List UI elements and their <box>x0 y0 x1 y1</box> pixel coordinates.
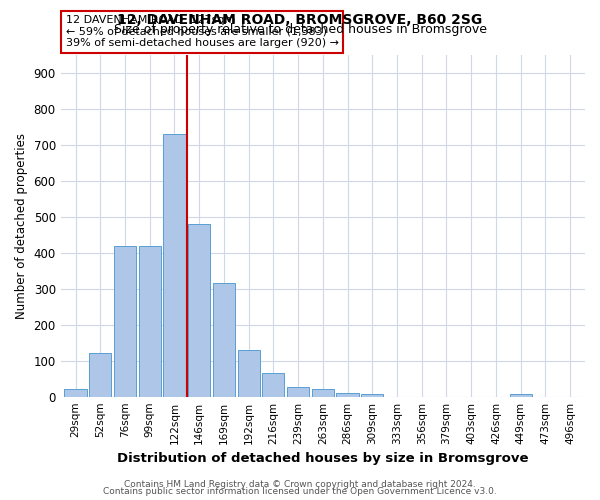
Y-axis label: Number of detached properties: Number of detached properties <box>15 133 28 319</box>
Bar <box>139 246 161 396</box>
Text: Contains public sector information licensed under the Open Government Licence v3: Contains public sector information licen… <box>103 487 497 496</box>
Text: 12, DAVENHAM ROAD, BROMSGROVE, B60 2SG: 12, DAVENHAM ROAD, BROMSGROVE, B60 2SG <box>118 12 482 26</box>
Bar <box>114 246 136 396</box>
Bar <box>89 353 112 397</box>
Text: Contains HM Land Registry data © Crown copyright and database right 2024.: Contains HM Land Registry data © Crown c… <box>124 480 476 489</box>
Bar <box>287 386 309 396</box>
Text: Size of property relative to detached houses in Bromsgrove: Size of property relative to detached ho… <box>113 22 487 36</box>
Bar <box>509 394 532 396</box>
Bar <box>238 350 260 397</box>
Bar <box>163 134 185 396</box>
Bar <box>262 374 284 396</box>
Bar <box>312 389 334 396</box>
Bar <box>213 284 235 397</box>
Text: 12 DAVENHAM ROAD: 127sqm
← 59% of detached houses are smaller (1,383)
39% of sem: 12 DAVENHAM ROAD: 127sqm ← 59% of detach… <box>66 15 339 48</box>
Bar <box>337 393 359 396</box>
Bar <box>188 224 210 396</box>
X-axis label: Distribution of detached houses by size in Bromsgrove: Distribution of detached houses by size … <box>117 452 529 465</box>
Bar <box>361 394 383 396</box>
Bar <box>64 390 86 396</box>
